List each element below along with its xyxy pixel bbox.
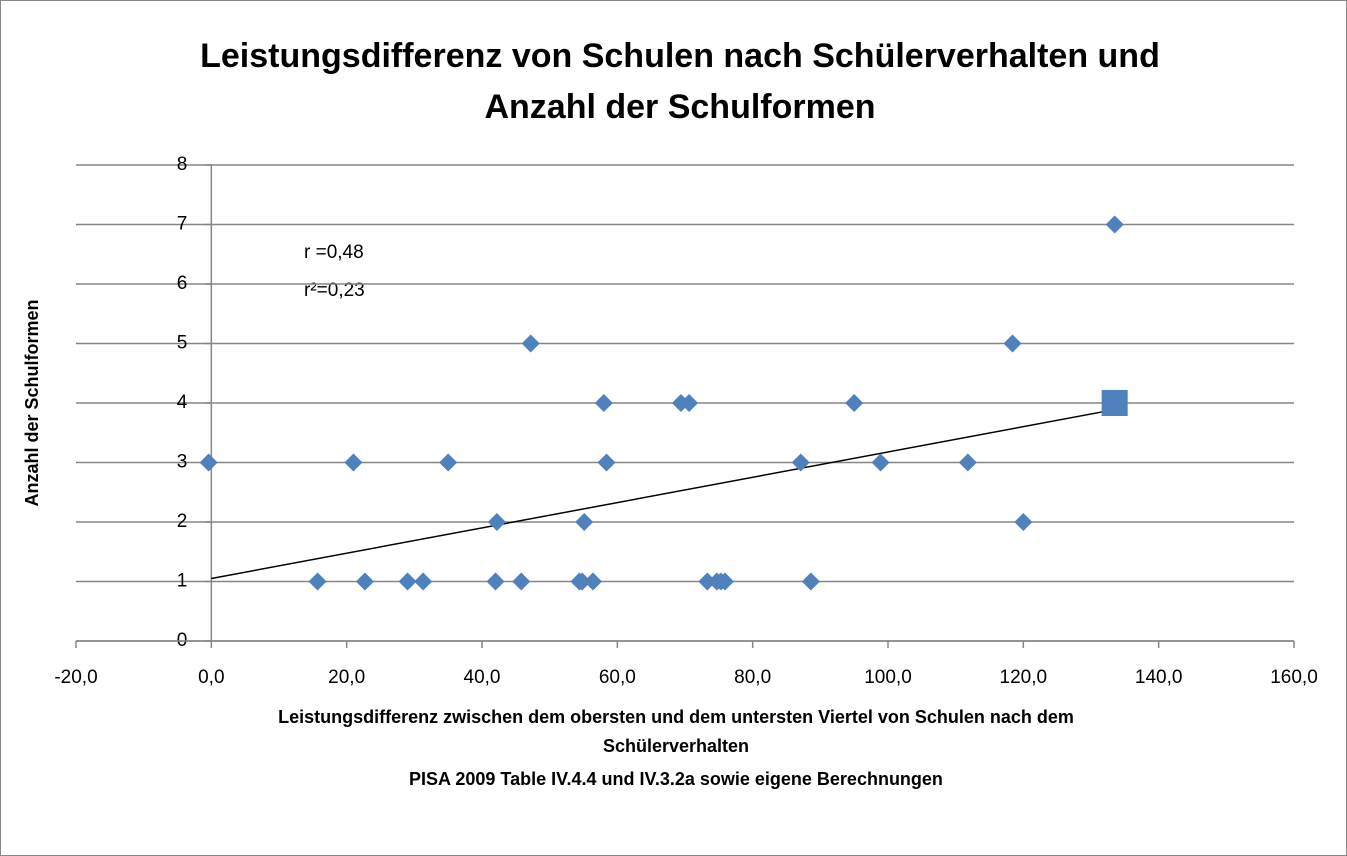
chart-title: Anzahl der Schulformen bbox=[484, 88, 875, 126]
x-tick-label: -20,0 bbox=[54, 667, 97, 688]
y-tick-label: 1 bbox=[177, 571, 188, 592]
diamond-marker bbox=[398, 572, 417, 591]
x-axis-label: Schülerverhalten bbox=[603, 736, 749, 756]
x-axis-label: Leistungsdifferenz zwischen dem obersten… bbox=[278, 707, 1074, 727]
diamond-marker bbox=[594, 394, 613, 412]
diamond-marker bbox=[344, 453, 363, 472]
diamond-marker bbox=[845, 394, 864, 412]
diamond-marker bbox=[1014, 513, 1033, 531]
x-tick-label: 40,0 bbox=[464, 667, 501, 688]
x-tick-label: 20,0 bbox=[328, 667, 365, 688]
diamond-marker bbox=[801, 572, 820, 591]
diamond-marker bbox=[715, 572, 734, 591]
y-tick-label: 3 bbox=[177, 452, 188, 473]
diamond-marker bbox=[487, 513, 506, 531]
trendline bbox=[211, 408, 1119, 580]
diamond-marker bbox=[575, 513, 594, 531]
y-tick-label: 4 bbox=[177, 392, 188, 413]
diamond-marker bbox=[958, 453, 977, 472]
diamond-marker bbox=[414, 572, 433, 591]
x-tick-label: 140,0 bbox=[1135, 667, 1183, 688]
square-marker bbox=[1101, 390, 1128, 416]
diamond-marker bbox=[486, 572, 505, 591]
diamond-marker bbox=[583, 572, 602, 591]
diamond-marker bbox=[597, 453, 616, 472]
diamond-marker bbox=[308, 572, 327, 591]
source: PISA 2009 Table IV.4.4 und IV.3.2a sowie… bbox=[409, 769, 943, 789]
x-tick-label: 80,0 bbox=[734, 667, 771, 688]
diamond-marker bbox=[791, 453, 810, 472]
diamond-marker bbox=[573, 572, 592, 591]
x-tick-label: 160,0 bbox=[1270, 667, 1318, 688]
y-tick-label: 2 bbox=[177, 511, 188, 532]
diamond-marker bbox=[871, 453, 890, 472]
diamond-marker bbox=[1003, 334, 1022, 353]
x-tick-label: 0,0 bbox=[198, 667, 224, 688]
diamond-marker bbox=[439, 453, 458, 472]
y-tick-label: 7 bbox=[177, 214, 188, 235]
x-tick-label: 60,0 bbox=[599, 667, 636, 688]
diamond-marker bbox=[355, 572, 374, 591]
diamond-marker bbox=[1105, 215, 1124, 234]
diamond-marker bbox=[512, 572, 531, 591]
diamond-marker bbox=[698, 572, 717, 591]
chart-title: Leistungsdifferenz von Schulen nach Schü… bbox=[200, 37, 1160, 75]
diamond-marker bbox=[680, 394, 699, 412]
y-tick-label: 6 bbox=[177, 273, 188, 294]
y-tick-label: 8 bbox=[177, 154, 188, 175]
y-tick-label: 5 bbox=[177, 333, 188, 354]
y-axis-label: Anzahl der Schulformen bbox=[22, 299, 42, 506]
diamond-marker bbox=[199, 453, 218, 472]
annotation: r =0,48 bbox=[304, 242, 364, 263]
annotation: r²=0,23 bbox=[304, 280, 365, 301]
x-tick-label: 100,0 bbox=[864, 667, 912, 688]
diamond-marker bbox=[521, 334, 540, 353]
x-tick-label: 120,0 bbox=[1000, 667, 1048, 688]
